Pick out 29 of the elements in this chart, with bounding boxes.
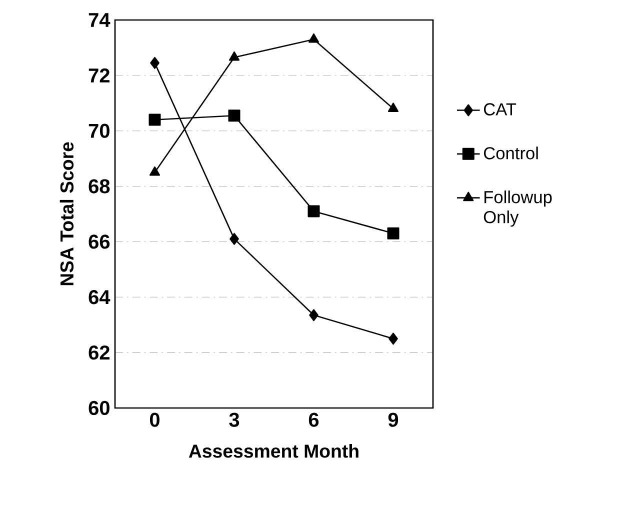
point [388, 102, 399, 112]
y-tick-label: 66 [88, 234, 110, 249]
point [308, 205, 320, 218]
x-tick-label: 6 [308, 412, 319, 427]
point [148, 114, 161, 126]
point [230, 232, 239, 245]
point [228, 110, 240, 122]
y-tick-label: 70 [88, 124, 110, 138]
x-tick-label: 0 [150, 412, 160, 427]
x-axis-title: Assessment Month [188, 444, 358, 458]
point [308, 33, 320, 43]
point [388, 332, 398, 345]
y-tick-label: 74 [88, 13, 110, 27]
legend-label: CAT [484, 103, 516, 116]
legend-label: Followup Only [484, 190, 552, 227]
y-tick-label: 68 [88, 179, 110, 194]
x-tick-label: 3 [229, 412, 240, 427]
legend-label: Control [484, 146, 538, 160]
point [150, 56, 160, 69]
y-axis-title: NSA Total Score [60, 142, 74, 286]
point [309, 309, 318, 322]
y-tick-label: 60 [88, 400, 110, 416]
point [228, 51, 240, 61]
y-tick-label: 72 [88, 68, 110, 82]
point [387, 227, 400, 240]
point [149, 166, 160, 176]
y-tick-label: 62 [88, 345, 110, 360]
y-tick-label: 64 [88, 290, 110, 304]
x-tick-label: 9 [388, 412, 398, 427]
